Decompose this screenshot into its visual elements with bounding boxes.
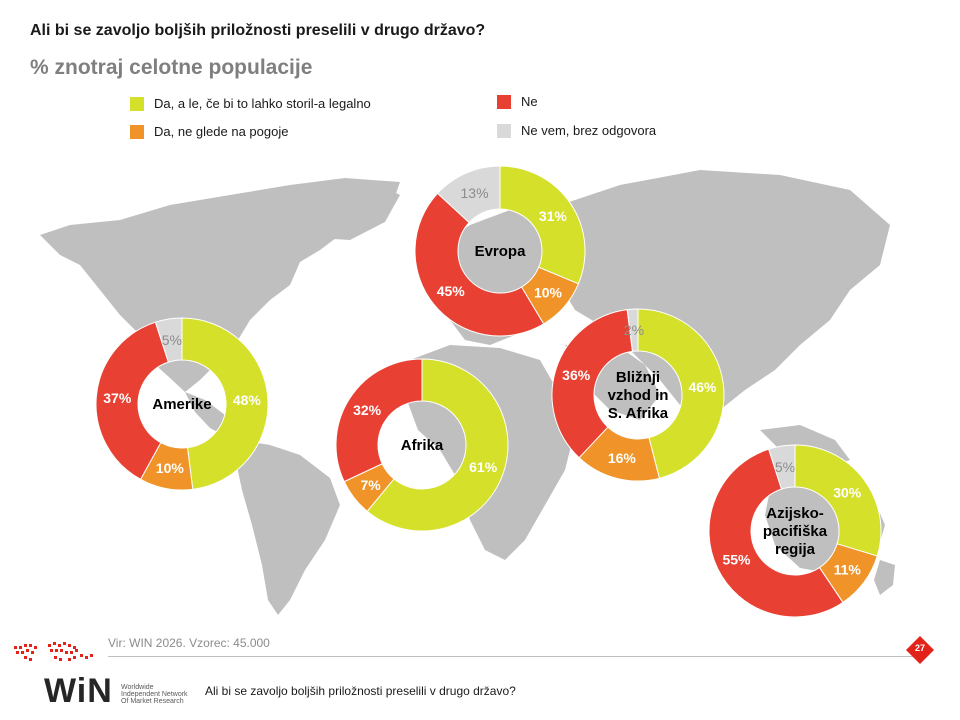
region-label: S. Afrika bbox=[608, 405, 669, 422]
data-label: 2% bbox=[624, 322, 644, 338]
donut-slice bbox=[154, 317, 183, 363]
logo-tagline: Worldwide Independent Network Of Market … bbox=[121, 684, 188, 705]
data-label: 61% bbox=[469, 459, 498, 475]
legend-item-no: Ne bbox=[497, 94, 538, 109]
region-label: pacifiška bbox=[763, 523, 828, 540]
data-label: 16% bbox=[608, 450, 637, 466]
data-label: 55% bbox=[722, 551, 751, 567]
footer-question: Ali bi se zavoljo boljših priložnosti pr… bbox=[205, 684, 516, 698]
donut-slice bbox=[637, 308, 725, 479]
donut-slice bbox=[768, 444, 796, 490]
page-subtitle: % znotraj celotne populacije bbox=[30, 56, 313, 79]
donut-slice bbox=[708, 448, 844, 618]
legend-swatch bbox=[130, 96, 144, 111]
donut-slice bbox=[366, 358, 509, 532]
legend-item-yes-any: Da, ne glede na pogoje bbox=[130, 124, 288, 139]
source-note: Vir: WIN 2026. Vzorec: 45.000 bbox=[108, 636, 270, 650]
page-title: Ali bi se zavoljo boljših priložnosti pr… bbox=[30, 22, 486, 39]
donut-slice bbox=[626, 308, 639, 352]
data-label: 30% bbox=[833, 484, 862, 500]
donut-3: 61% 7% 32% Afrika bbox=[335, 358, 509, 532]
donut-1: 31% 10% 45% 13% Evropa bbox=[414, 165, 586, 337]
page-badge-icon bbox=[906, 636, 934, 664]
data-label: 37% bbox=[103, 390, 132, 406]
data-label: 10% bbox=[534, 285, 563, 301]
legend-swatch bbox=[497, 123, 511, 138]
region-label: Amerike bbox=[152, 396, 211, 413]
region-label: regija bbox=[775, 541, 816, 558]
data-label: 5% bbox=[162, 332, 182, 348]
data-label: 5% bbox=[775, 459, 795, 475]
win-logo-icon bbox=[14, 642, 93, 661]
region-label: Bližnji bbox=[616, 369, 660, 386]
donut-slice bbox=[414, 192, 545, 337]
donut-slice bbox=[95, 321, 170, 481]
data-label: 32% bbox=[353, 402, 382, 418]
donut-slice bbox=[181, 317, 269, 490]
donut-slice bbox=[436, 165, 501, 224]
region-label: Azijsko- bbox=[766, 505, 824, 522]
page-number: 27 bbox=[914, 643, 925, 653]
data-label: 31% bbox=[539, 208, 568, 224]
legend-label: Ne vem, brez odgovora bbox=[521, 123, 657, 138]
data-label: 45% bbox=[437, 283, 466, 299]
data-label: 13% bbox=[461, 185, 489, 201]
data-label: 11% bbox=[834, 562, 862, 578]
data-label: 46% bbox=[688, 379, 717, 395]
legend-swatch bbox=[497, 94, 511, 109]
data-label: 36% bbox=[562, 367, 591, 383]
data-label: 10% bbox=[156, 460, 185, 476]
legend-label: Ne bbox=[521, 94, 538, 109]
legend-label: Da, ne glede na pogoje bbox=[154, 124, 289, 139]
donut-2: 48% 10% 37% 5% Amerike bbox=[95, 317, 269, 491]
legend-label: Da, a le, če bi to lahko storil-a legaln… bbox=[154, 96, 371, 111]
legend-swatch bbox=[130, 124, 144, 139]
data-label: 48% bbox=[233, 392, 262, 408]
region-label: vzhod in bbox=[608, 387, 669, 404]
legend-item-dont-know: Ne vem, brez odgovora bbox=[497, 123, 656, 138]
region-label: Evropa bbox=[475, 243, 527, 260]
legend-item-yes-legal: Da, a le, če bi to lahko storil-a legaln… bbox=[130, 96, 371, 111]
donut-slice bbox=[794, 444, 882, 557]
footer-divider bbox=[108, 656, 920, 657]
logo-wordmark: WiN bbox=[44, 672, 113, 710]
donut-slice bbox=[551, 309, 634, 459]
data-label: 7% bbox=[361, 477, 382, 493]
region-label: Afrika bbox=[401, 437, 444, 454]
donut-slice bbox=[335, 358, 423, 483]
donut-slice bbox=[499, 165, 586, 285]
